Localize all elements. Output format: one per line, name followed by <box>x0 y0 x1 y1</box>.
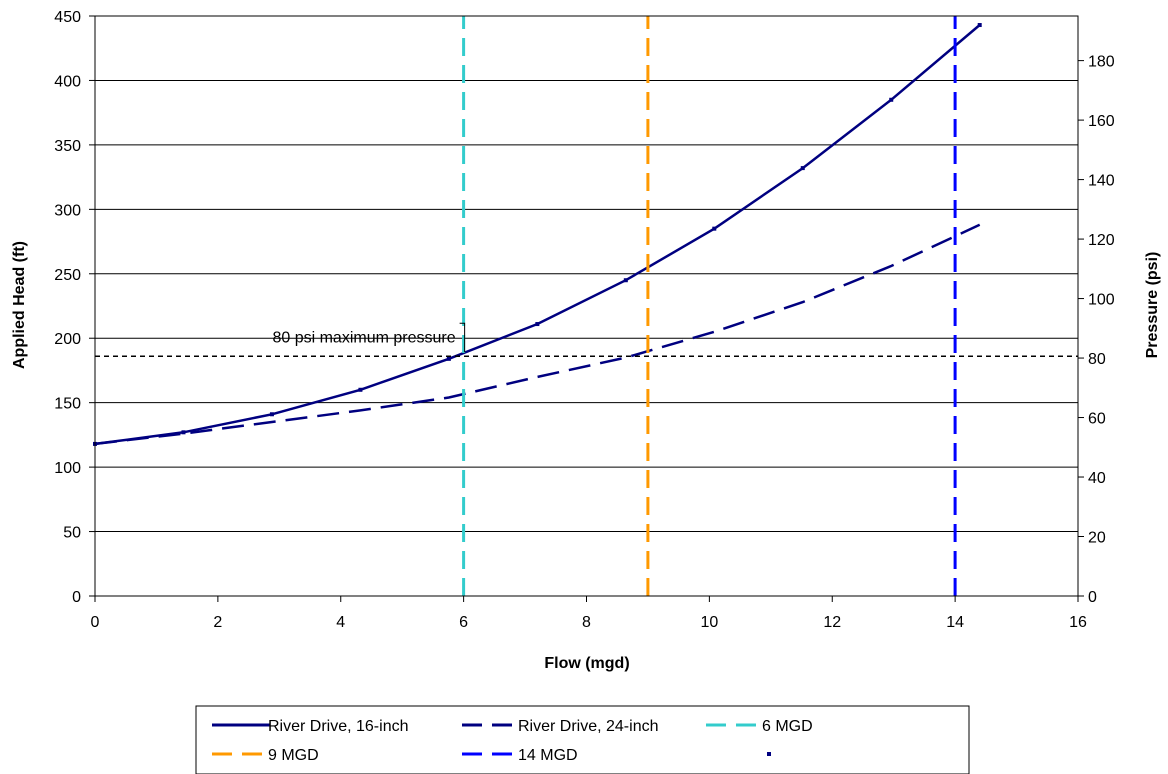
data-point-0-6 <box>623 278 628 283</box>
data-point-0-8 <box>800 166 805 171</box>
data-point-0-4 <box>446 356 451 361</box>
series-line-0 <box>94 24 981 446</box>
y2-axis-title: Pressure (psi) <box>1144 252 1161 359</box>
legend-label-1: River Drive, 24-inch <box>518 718 658 735</box>
y2-tick-label-0: 0 <box>1088 589 1097 606</box>
x-tick-label-8: 16 <box>1069 614 1087 631</box>
legend-label-0: River Drive, 16-inch <box>268 718 408 735</box>
annotation-layer: 80 psi maximum pressure <box>272 322 466 353</box>
x-tick-label-3: 6 <box>459 614 468 631</box>
x-tick-label-1: 2 <box>213 614 222 631</box>
data-point-0-5 <box>535 322 540 327</box>
x-tick-label-2: 4 <box>336 614 345 631</box>
legend-label-3: 9 MGD <box>268 747 319 764</box>
x-tick-label-0: 0 <box>91 614 100 631</box>
y2-tick-label-1: 20 <box>1088 530 1106 547</box>
data-point-0-7 <box>712 226 717 231</box>
legend-box <box>195 705 970 774</box>
x-axis: 0 2 4 6 8 10 12 14 16 <box>91 596 1087 631</box>
legend-label-4: 14 MGD <box>518 747 578 764</box>
data-point-0-10 <box>977 23 982 28</box>
y-axis-right: 0 20 40 60 80 100 120 140 160 180 <box>1078 54 1115 606</box>
y-axis-title: Applied Head (ft) <box>11 241 28 369</box>
annotation-leader-0 <box>459 322 466 353</box>
y-tick-label-8: 400 <box>54 73 81 90</box>
legend-swatch-5 <box>767 752 771 756</box>
y-tick-label-9: 450 <box>54 9 81 26</box>
y2-tick-label-2: 40 <box>1088 470 1106 487</box>
y-tick-label-7: 350 <box>54 138 81 155</box>
plot-border <box>94 15 1079 597</box>
y-tick-label-3: 150 <box>54 396 81 413</box>
x-tick-label-6: 12 <box>823 614 841 631</box>
y-tick-label-0: 0 <box>72 589 81 606</box>
series-layer <box>93 16 1078 596</box>
y-tick-label-1: 50 <box>63 525 81 542</box>
data-point-0-1 <box>181 430 186 435</box>
y-tick-label-6: 300 <box>54 202 81 219</box>
grid-lines <box>95 79 1078 533</box>
series-line-1 <box>94 223 981 446</box>
legend: River Drive, 16-inch River Drive, 24-inch… <box>195 705 970 774</box>
y2-tick-label-4: 80 <box>1088 351 1106 368</box>
data-point-0-2 <box>269 412 274 417</box>
annotation-text-0: 80 psi maximum pressure <box>272 329 455 346</box>
data-point-0-9 <box>889 97 894 102</box>
y2-tick-label-5: 100 <box>1088 292 1115 309</box>
y-tick-label-4: 200 <box>54 331 81 348</box>
y-tick-label-5: 250 <box>54 267 81 284</box>
x-axis-title: Flow (mgd) <box>544 655 629 672</box>
y2-tick-label-3: 60 <box>1088 411 1106 428</box>
y2-tick-label-9: 180 <box>1088 54 1115 71</box>
y2-tick-label-7: 140 <box>1088 173 1115 190</box>
x-tick-label-5: 10 <box>700 614 718 631</box>
y-axis-left: 0 50 100 150 200 250 300 350 400 450 <box>54 9 95 606</box>
y-tick-label-2: 100 <box>54 460 81 477</box>
y2-tick-label-8: 160 <box>1088 113 1115 130</box>
x-tick-label-7: 14 <box>946 614 964 631</box>
legend-label-2: 6 MGD <box>762 718 813 735</box>
plot-frame <box>94 15 1079 597</box>
y2-tick-label-6: 120 <box>1088 232 1115 249</box>
x-tick-label-4: 8 <box>582 614 591 631</box>
data-point-0-3 <box>358 387 363 392</box>
